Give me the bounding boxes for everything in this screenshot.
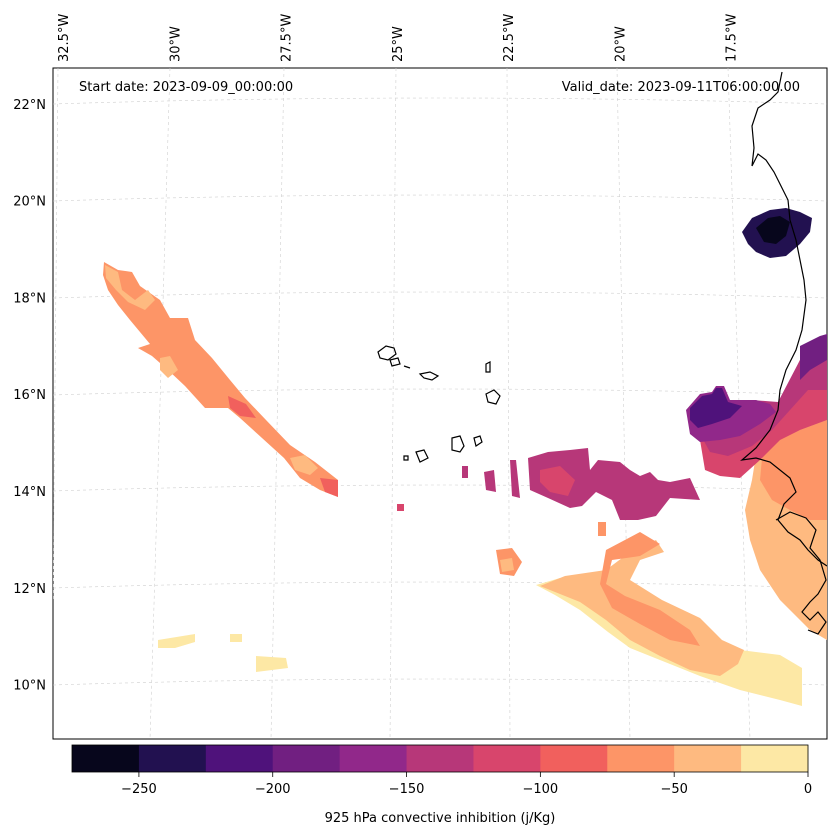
coastlines [377,71,827,635]
cin-patch-small-2 [598,522,606,536]
cin-patch-southwest-3 [256,656,288,672]
cin-band-northwest-light-1 [105,265,155,310]
cape-verde-island-10 [403,455,409,461]
colorbar [72,745,809,772]
cin-patch-middle-2 [484,470,496,492]
meridian-17-5w [727,68,751,739]
cin-patch-small-3-light [500,558,514,572]
cin-band-northwest-dark-1 [228,396,256,418]
africa-coastline [740,71,827,567]
cape-verde-island-7 [451,435,465,453]
cin-band-northwest [103,262,338,497]
cin-patch-middle-1 [462,466,468,478]
colorbar-segment [473,745,541,772]
cin-cluster-center [528,448,700,520]
meridian-22-5w [506,68,511,739]
cape-verde-island-4 [418,371,440,381]
colorbar-segment [607,745,675,772]
latitude-label: 20°N [13,195,46,210]
meridian-27-5w [270,68,285,739]
colorbar-tick-label: −100 [523,782,559,797]
colorbar-tick-label: −150 [389,782,425,797]
parallel-12n [53,581,827,589]
cin-band-northwest-light-2 [160,356,178,378]
colorbar-segment [205,745,274,772]
colorbar-segment [540,745,608,772]
cape-verde-island-6 [485,389,501,405]
parallel-20n [53,194,827,202]
longitude-labels: 32.5°W 30°W 27.5°W 25°W 22.5°W 20°W 17.5°W [57,14,740,62]
colorbar-ticks: −250 −200 −150 −100 −50 0 [121,772,812,797]
cin-east-upper-4 [690,388,742,428]
meridian-30w [149,68,171,739]
cin-contours [103,208,827,706]
parallel-14n [53,484,827,492]
cin-dark-blob-core [756,216,790,244]
cin-patch-southwest-2 [230,634,242,642]
colorbar-segment [72,745,140,772]
latitude-label: 10°N [13,679,46,694]
colorbar-segment [674,745,742,772]
latitude-label: 18°N [13,291,46,306]
colorbar-tick-label: −200 [255,782,291,797]
colorbar-segment [272,745,341,772]
cape-verde-island-9 [415,449,429,463]
longitude-label: 32.5°W [57,14,72,62]
valid-date-label: Valid_date: 2023-09-11T06:00:00.00 [562,80,800,95]
parallel-10n [53,678,827,686]
longitude-label: 20°W [613,26,628,62]
cape-verde-island-5 [485,361,491,373]
longitude-label: 17.5°W [725,14,740,62]
cin-patch-southwest-1 [158,634,195,648]
cape-verde-island-8 [473,435,483,447]
colorbar-label: 925 hPa convective inhibition (j/Kg) [325,811,556,826]
longitude-label: 22.5°W [502,14,517,62]
cin-east-coast-inner [760,420,827,520]
colorbar-frame [71,744,809,773]
colorbar-tick-label: 0 [804,782,812,797]
latitude-label: 16°N [13,388,46,403]
cape-verde-island-1 [377,345,397,361]
colorbar-tick-label: −250 [121,782,157,797]
cin-east-region-inner [600,532,700,646]
latitude-labels: 22°N 20°N 18°N 16°N 14°N 12°N 10°N [13,98,46,694]
west-africa-coast-detail [775,511,827,635]
start-date-label: Start date: 2023-09-09_00:00:00 [79,80,293,95]
longitude-label: 27.5°W [280,14,295,62]
parallel-18n [53,291,827,299]
cin-patch-small-1 [397,504,404,511]
latitude-label: 22°N [13,98,46,113]
colorbar-segment [406,745,474,772]
longitude-label: 25°W [391,26,406,62]
colorbar-tick-label: −50 [660,782,687,797]
meridian-32-5w [53,68,59,601]
cin-east-upper-tail [800,334,827,380]
cin-patch-middle-3 [510,460,520,498]
colorbar-segment [339,745,408,772]
cape-verde-island-2 [389,357,401,367]
cape-verde-island-3 [403,365,411,369]
latitude-label: 12°N [13,582,46,597]
colorbar-segment [138,745,207,772]
meridian-25w [389,68,397,739]
parallel-16n [53,388,827,396]
latitude-label: 14°N [13,485,46,500]
cin-cluster-center-inner [540,466,575,496]
parallel-22n [53,97,827,105]
longitude-label: 30°W [168,26,183,62]
cin-band-northwest-dark-2 [320,478,338,497]
cin-band-northwest-light-3 [290,455,318,475]
colorbar-segment [741,745,809,772]
